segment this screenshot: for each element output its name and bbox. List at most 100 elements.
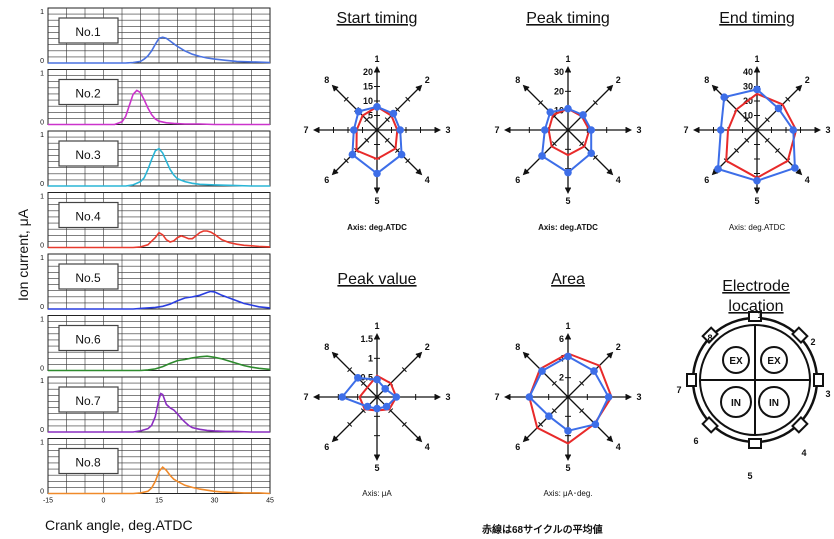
electrode-location-diagram: Electrode location EX EX IN IN 1 2 3 4 5 6 7 8 xyxy=(676,278,830,481)
radar-category-label: 5 xyxy=(565,463,570,473)
radar-category-label: 1 xyxy=(565,54,570,64)
radar-point xyxy=(720,93,728,101)
radar-arrowhead xyxy=(754,188,760,194)
series-label: No.7 xyxy=(75,394,101,408)
radar-arrowhead xyxy=(626,394,632,400)
radar-tick xyxy=(734,148,739,153)
radar-point xyxy=(354,107,363,116)
x-tick-label: 30 xyxy=(211,498,219,505)
electrode-tab-rect xyxy=(791,326,809,344)
radar-point xyxy=(396,126,405,134)
radar-axis-note: Axis: deg.ATDC xyxy=(347,223,407,232)
radar-tick xyxy=(415,168,421,174)
radar-tick xyxy=(415,435,421,441)
electrode-title-line1: Electrode xyxy=(722,278,790,295)
radar-tick xyxy=(415,353,421,359)
y-tick-label: 1 xyxy=(40,194,44,201)
y-tick-label: 0 xyxy=(40,366,44,373)
radar-tick-label: 30 xyxy=(554,67,564,77)
radar-arrowhead xyxy=(606,435,614,443)
radar-point xyxy=(714,165,722,173)
radar-tick xyxy=(360,408,366,414)
radar-point xyxy=(579,111,587,119)
radar-arrowhead xyxy=(374,188,380,194)
y-tick-label: 0 xyxy=(40,58,44,65)
radar-tick xyxy=(333,86,339,92)
series-label-box xyxy=(58,386,119,413)
radar-title: Start timing xyxy=(337,10,418,27)
radar-tick xyxy=(524,435,530,441)
ion-panel: 1 0 No.8 xyxy=(40,438,271,496)
radar-series-red xyxy=(725,92,798,179)
radar-point xyxy=(538,152,546,160)
radar-category-label: 5 xyxy=(374,196,379,206)
series-label-box xyxy=(58,324,119,352)
radar-point xyxy=(564,352,572,361)
y-tick-label: 1 xyxy=(40,132,44,139)
radar-tick xyxy=(524,86,530,92)
radar-tick xyxy=(401,421,407,427)
ion-panel: 1 0 No.5 xyxy=(40,253,271,311)
electrode-tab-rect xyxy=(701,326,719,344)
radar-arrowhead xyxy=(565,188,571,194)
valve-label: EX xyxy=(767,356,781,367)
radar-tick xyxy=(592,100,598,106)
radar-tick xyxy=(744,117,750,123)
radar-point xyxy=(392,393,401,401)
radar-point xyxy=(381,384,390,393)
radar-arrowhead xyxy=(795,168,803,176)
electrode-number: 1 xyxy=(757,310,762,320)
y-tick-label: 1 xyxy=(40,71,44,78)
radar-arrowhead xyxy=(711,84,719,92)
ion-trace xyxy=(48,230,271,249)
radar-category-label: 8 xyxy=(324,75,329,85)
electrode-number: 8 xyxy=(707,333,712,343)
radar-tick xyxy=(360,380,366,386)
ion-trace xyxy=(48,290,271,310)
electrode-title-line2: location xyxy=(728,298,783,315)
radar-category-label: 8 xyxy=(324,342,329,352)
radar-point xyxy=(525,393,534,401)
radar-point xyxy=(753,85,761,94)
radar-tick xyxy=(579,408,585,414)
radar-arrowhead xyxy=(374,333,380,339)
radar-category-label: 7 xyxy=(303,392,308,402)
radar-arrowhead xyxy=(565,455,571,461)
series-label: No.8 xyxy=(75,456,101,470)
radar-category-label: 2 xyxy=(616,342,621,352)
radar-series-red xyxy=(547,107,591,157)
radar-arrowhead xyxy=(522,84,530,92)
radar-point xyxy=(564,168,572,177)
radar-category-label: 6 xyxy=(324,442,329,452)
valve-circle xyxy=(722,346,750,374)
radar-tick-label: 10 xyxy=(743,111,753,121)
radar-category-label: 3 xyxy=(636,125,641,135)
radar-axis-note: Axis: deg.ATDC xyxy=(729,223,786,232)
series-label-box xyxy=(58,78,119,106)
radar-tick xyxy=(524,168,530,174)
radar-point xyxy=(373,169,381,178)
radar-arrowhead xyxy=(522,168,530,176)
radar-category-label: 4 xyxy=(425,442,430,452)
radar-tick xyxy=(538,421,544,427)
valve-label: IN xyxy=(769,398,779,409)
series-label-box xyxy=(58,263,119,290)
radar-point xyxy=(348,150,357,159)
radar-tick xyxy=(347,421,353,427)
radar-arrowhead xyxy=(522,351,530,359)
ion-panel: 1 0 No.7 xyxy=(40,376,271,434)
radar-tick xyxy=(551,380,557,386)
radar-arrowhead xyxy=(435,394,441,400)
radar-point xyxy=(604,393,613,401)
y-tick-label: 1 xyxy=(40,317,44,324)
radar-arrowhead xyxy=(754,66,760,72)
radar-tick xyxy=(775,148,780,153)
radar-tick xyxy=(579,141,585,147)
radar-point xyxy=(546,108,555,117)
radar-category-label: 2 xyxy=(425,342,430,352)
y-tick-label: 1 xyxy=(40,440,44,447)
x-tick-label: 15 xyxy=(155,498,163,505)
valve-label: EX xyxy=(729,356,743,367)
radar-tick xyxy=(606,168,612,174)
radar-tick xyxy=(764,137,770,143)
